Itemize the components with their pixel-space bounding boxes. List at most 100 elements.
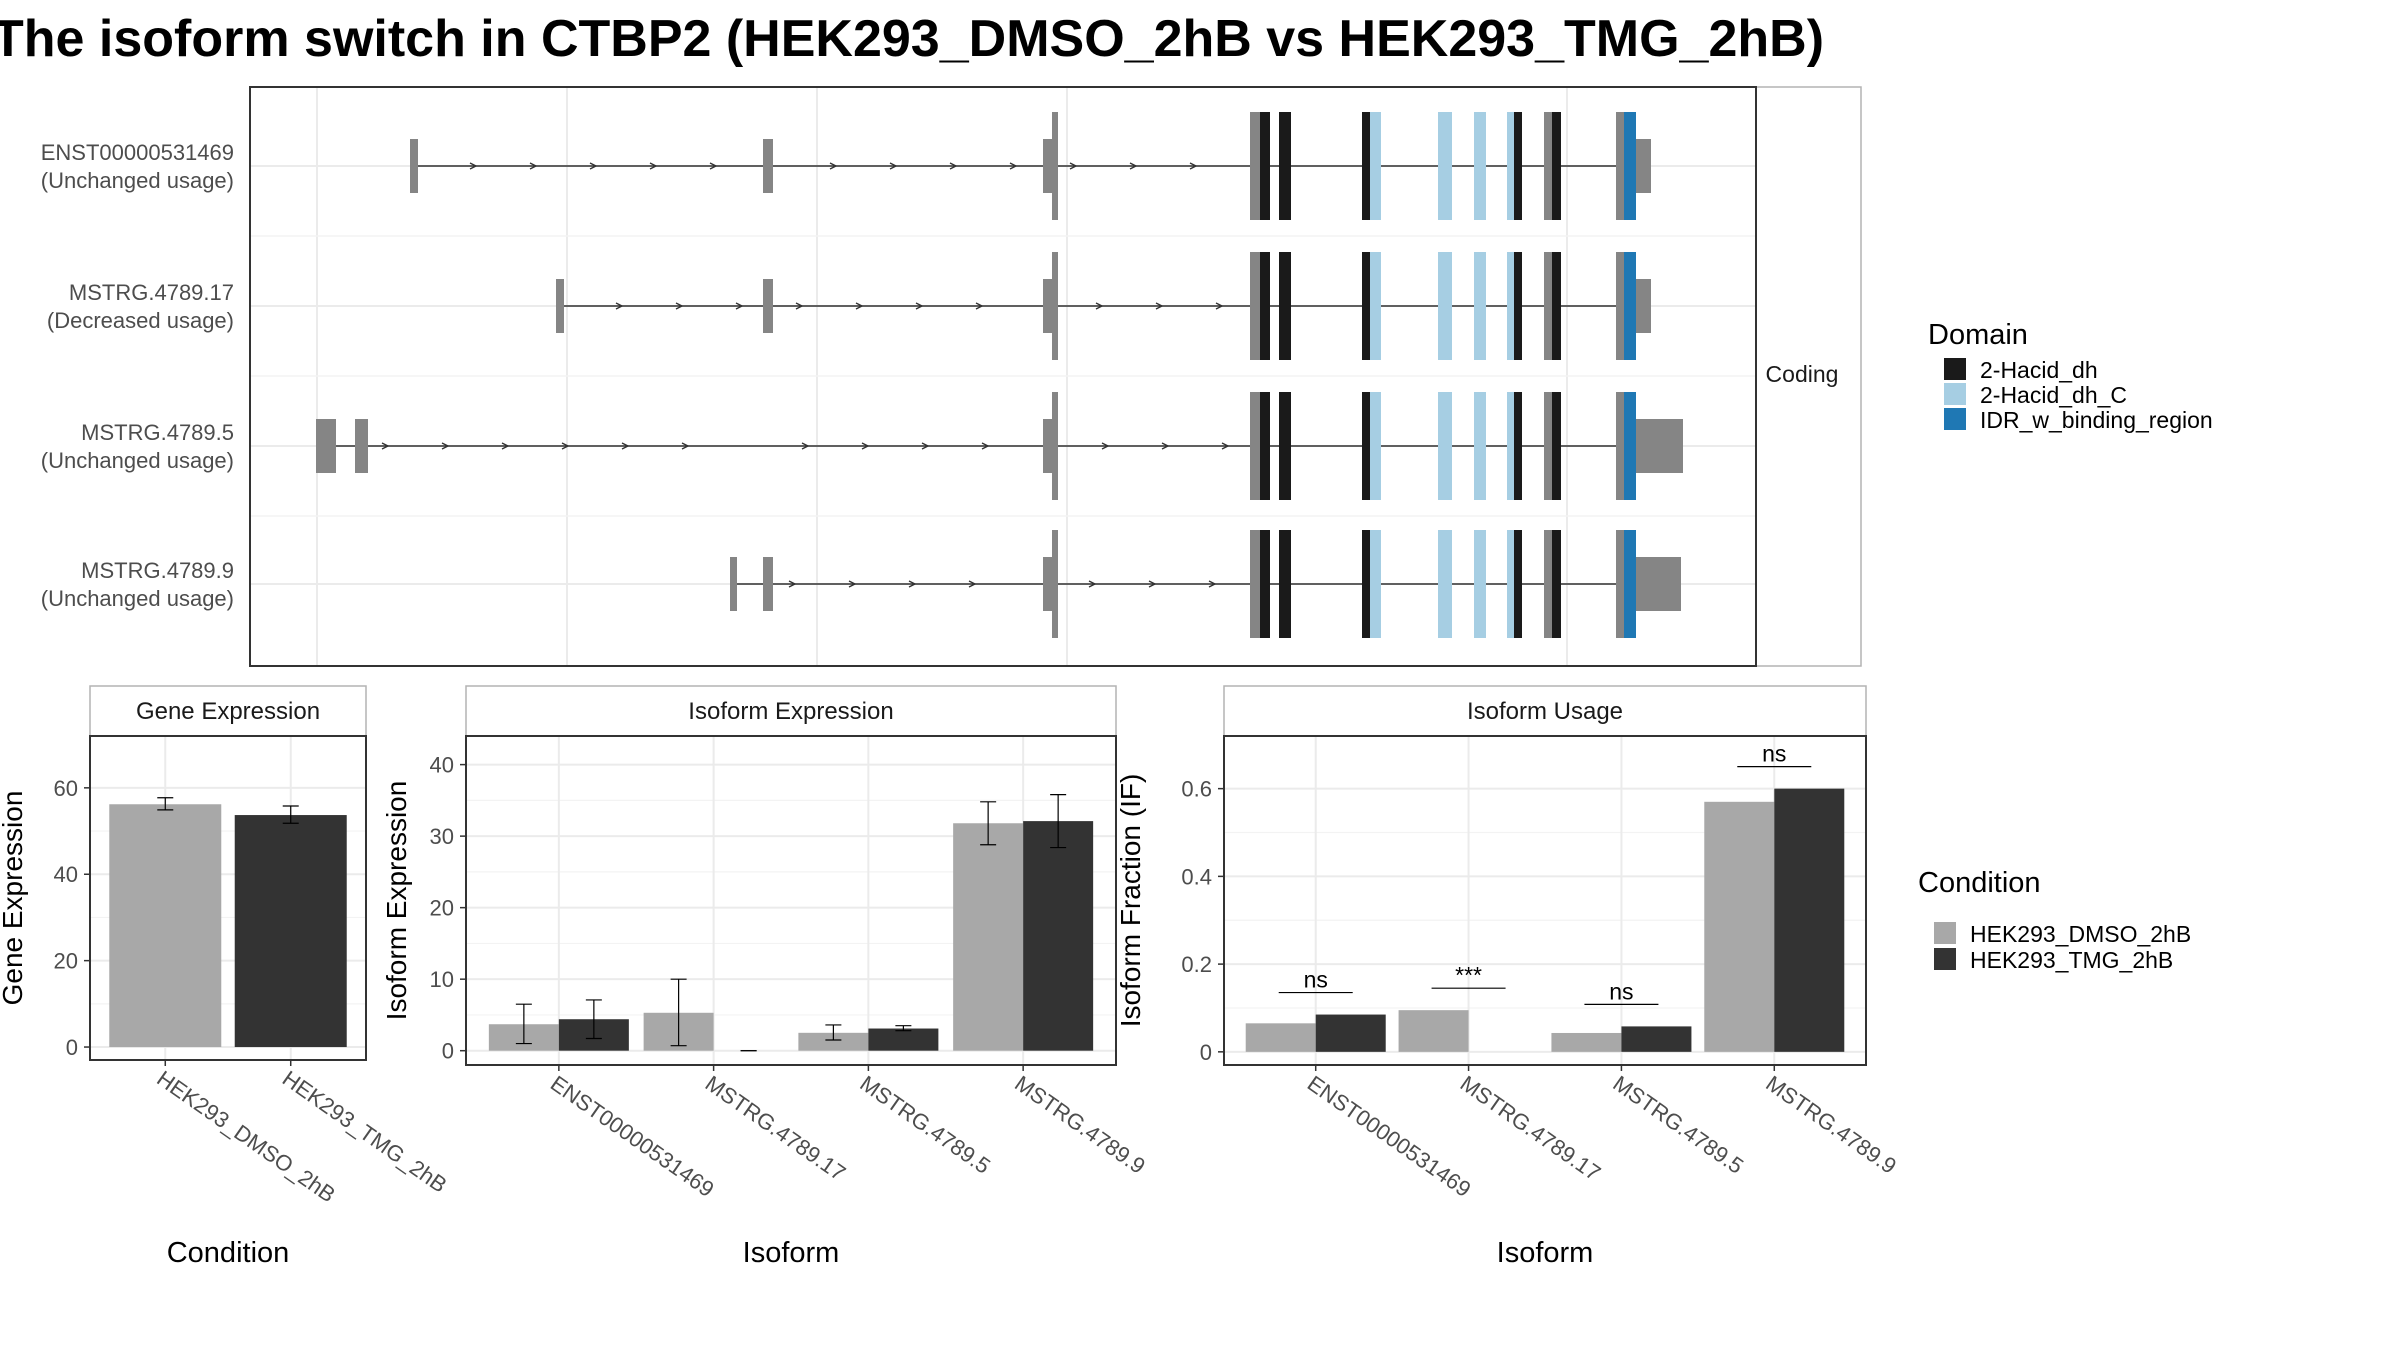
x-tick-label: ENST00000531469: [546, 1071, 719, 1202]
y-tick-label: 30: [430, 824, 454, 849]
coding-exon: [1052, 252, 1058, 360]
direction-arrow: [855, 302, 864, 310]
bar: [1315, 1014, 1386, 1052]
coding-exon: [1544, 252, 1552, 360]
transcript-usage-label: (Unchanged usage): [41, 168, 234, 193]
utr-exon: [410, 139, 418, 193]
domain-exon: [1279, 112, 1291, 220]
coding-exon: [1616, 112, 1624, 220]
direction-arrow: [889, 162, 898, 170]
panel-border: [465, 735, 1117, 1066]
direction-arrow: [709, 162, 718, 170]
direction-arrow: [968, 580, 977, 588]
domain-exon: [1507, 112, 1514, 220]
domain-exon: [1370, 392, 1381, 500]
domain-exon: [1474, 530, 1486, 638]
domain-legend-label: 2-Hacid_dh: [1980, 357, 2098, 383]
domain-exon: [1362, 112, 1370, 220]
x-tick-label: MSTRG.4789.5: [856, 1071, 996, 1179]
domain-legend-label: IDR_w_binding_region: [1980, 407, 2213, 433]
y-tick-label: 40: [430, 753, 454, 778]
bar: [234, 815, 347, 1048]
coding-exon: [1052, 392, 1058, 500]
y-tick-label: 0: [442, 1039, 454, 1064]
coding-exon: [1052, 530, 1058, 638]
direction-arrow: [1101, 442, 1110, 450]
domain-exon: [1260, 392, 1270, 500]
domain-exon: [1552, 392, 1561, 500]
domain-exon: [1507, 530, 1514, 638]
coding-exon: [1250, 530, 1260, 638]
transcript-id-label: ENST00000531469: [41, 140, 234, 165]
bar: [1551, 1032, 1622, 1052]
bar: [868, 1028, 939, 1051]
coding-exon: [1250, 112, 1260, 220]
domain-exon: [1624, 252, 1636, 360]
direction-arrow: [735, 302, 744, 310]
domain-legend-swatch: [1944, 358, 1966, 380]
domain-exon: [1370, 112, 1381, 220]
direction-arrow: [381, 442, 390, 450]
significance-label: ns: [1762, 741, 1786, 767]
coding-exon: [1544, 392, 1552, 500]
direction-arrow: [1088, 580, 1097, 588]
domain-exon: [1514, 252, 1522, 360]
coding-exon: [1043, 279, 1052, 333]
y-tick-label: 10: [430, 967, 454, 992]
figure-title: The isoform switch in CTBP2 (HEK293_DMSO…: [0, 10, 1824, 68]
condition-legend-label: HEK293_DMSO_2hB: [1970, 921, 2191, 947]
coding-exon: [1043, 557, 1052, 611]
y-tick-label: 40: [54, 862, 78, 887]
facet-strip: [1755, 86, 1862, 667]
domain-legend-title: Domain: [1928, 319, 2028, 351]
domain-exon: [1438, 112, 1452, 220]
direction-arrow: [1009, 162, 1018, 170]
coding-exon: [1544, 530, 1552, 638]
significance-label: ns: [1609, 978, 1633, 1004]
direction-arrow: [829, 162, 838, 170]
y-tick-label: 0.4: [1181, 864, 1212, 889]
bar: [953, 823, 1024, 1051]
transcript-structure-panel: ENST00000531469 (Unchanged usage) MSTRG.47…: [41, 86, 1862, 667]
y-tick-label: 0: [1200, 1040, 1212, 1065]
panel-border: [89, 735, 367, 1061]
domain-legend-label: 2-Hacid_dh_C: [1980, 382, 2127, 408]
domain-exon: [1507, 392, 1514, 500]
transcript-usage-label: (Unchanged usage): [41, 586, 234, 611]
transcript-id-label: MSTRG.4789.9: [81, 558, 234, 583]
domain-exon: [1514, 530, 1522, 638]
bar: [798, 1032, 869, 1051]
direction-arrow: [1189, 162, 1198, 170]
y-axis-title: Isoform Expression: [381, 781, 412, 1021]
coding-exon: [1052, 112, 1058, 220]
direction-arrow: [1129, 162, 1138, 170]
direction-arrow: [561, 442, 570, 450]
facet-strip-label: Coding: [1766, 361, 1839, 387]
domain-exon: [1514, 112, 1522, 220]
coding-exon: [1250, 252, 1260, 360]
domain-exon: [1474, 252, 1486, 360]
domain-exon: [1362, 392, 1370, 500]
direction-arrow: [501, 442, 510, 450]
direction-arrow: [469, 162, 478, 170]
domain-exon: [1552, 112, 1561, 220]
significance-label: ns: [1304, 967, 1328, 993]
domain-exon: [1260, 252, 1270, 360]
direction-arrow: [915, 302, 924, 310]
y-tick-label: 0: [66, 1035, 78, 1060]
coding-exon: [1616, 252, 1624, 360]
y-tick-label: 60: [54, 776, 78, 801]
coding-exon: [1616, 530, 1624, 638]
transcript-usage-label: (Decreased usage): [47, 308, 234, 333]
x-tick-label: MSTRG.4789.9: [1010, 1071, 1150, 1179]
utr-exon: [355, 419, 368, 473]
bar: [109, 804, 222, 1048]
domain-exon: [1514, 392, 1522, 500]
domain-exon: [1507, 252, 1514, 360]
utr-exon: [316, 419, 336, 473]
coding-exon: [1250, 392, 1260, 500]
transcript-panel-border: [249, 86, 1757, 667]
y-axis-title: Isoform Fraction (IF): [1115, 774, 1146, 1028]
domain-exon: [1552, 252, 1561, 360]
